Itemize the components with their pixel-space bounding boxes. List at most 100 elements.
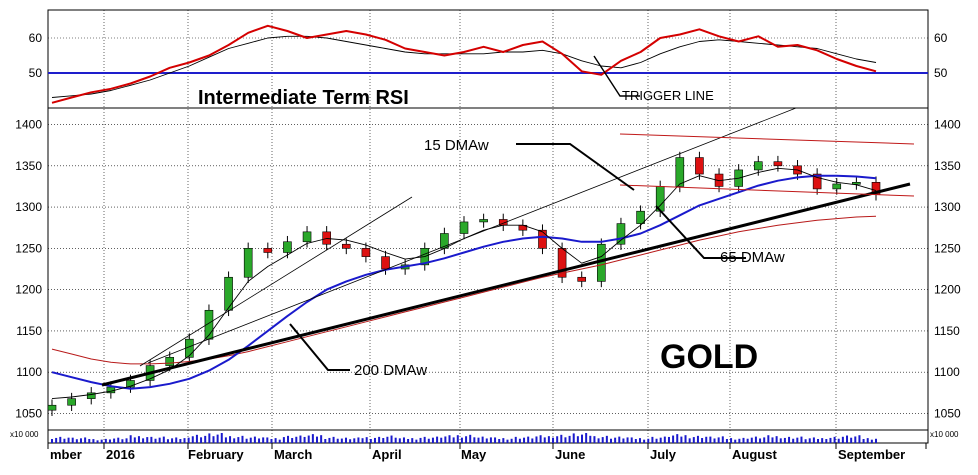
volume-bar bbox=[270, 439, 273, 443]
ma65-line bbox=[51, 174, 877, 390]
volume-bar bbox=[850, 437, 853, 443]
volume-bar bbox=[237, 437, 240, 443]
volume-bar bbox=[763, 437, 766, 443]
volume-bar bbox=[402, 437, 405, 443]
candle-body bbox=[852, 182, 861, 185]
volume-bar bbox=[452, 437, 455, 443]
volume-bar bbox=[436, 436, 439, 443]
volume-bar bbox=[187, 437, 190, 443]
volume-bar bbox=[63, 438, 66, 443]
volume-bar bbox=[489, 437, 492, 443]
volume-bar bbox=[754, 436, 757, 443]
volume-bar bbox=[394, 437, 397, 443]
candle-body bbox=[302, 231, 312, 243]
volume-bar bbox=[465, 436, 468, 443]
volume-bar bbox=[638, 438, 641, 443]
volume-bar bbox=[630, 437, 633, 443]
volume-bar bbox=[469, 434, 472, 443]
volume-bar bbox=[742, 437, 745, 443]
volume-bar bbox=[311, 434, 314, 443]
volume-bar bbox=[125, 438, 128, 443]
volume-bar bbox=[696, 435, 699, 443]
volume-bar bbox=[220, 433, 223, 443]
volume-bar bbox=[373, 437, 376, 443]
volume-bar bbox=[390, 435, 393, 443]
volume-bar bbox=[833, 436, 836, 443]
volume-bar bbox=[303, 436, 306, 443]
volume-bar bbox=[858, 435, 861, 443]
volume-bar bbox=[88, 439, 91, 443]
volume-bar bbox=[299, 435, 302, 443]
volume-bar bbox=[266, 437, 269, 443]
volume-bar bbox=[100, 439, 103, 443]
volume-bar bbox=[572, 433, 575, 443]
volume-bar bbox=[324, 439, 327, 443]
volume-bar bbox=[481, 436, 484, 443]
volume-bar bbox=[179, 439, 182, 443]
volume-bar bbox=[800, 436, 803, 443]
volume-bar bbox=[137, 436, 140, 443]
volume-bar bbox=[870, 439, 873, 443]
volume-bar bbox=[564, 437, 567, 443]
volume-bar bbox=[175, 437, 178, 443]
volume-bar bbox=[783, 437, 786, 443]
volume-bar bbox=[328, 437, 331, 443]
volume-bar bbox=[651, 436, 654, 443]
volume-bar bbox=[510, 438, 513, 443]
volume-bar bbox=[663, 436, 666, 443]
volume-bar bbox=[419, 437, 422, 443]
volume-bar bbox=[725, 439, 728, 443]
price-tick-left: 1400 bbox=[15, 118, 42, 132]
volume-bar bbox=[291, 438, 294, 443]
volume-bar bbox=[195, 434, 198, 443]
volume-bar bbox=[775, 436, 778, 443]
x-tick-label: June bbox=[555, 447, 585, 462]
volume-bar bbox=[146, 437, 149, 443]
volume-bar bbox=[684, 435, 687, 443]
rsi-panel-label: Intermediate Term RSI bbox=[198, 87, 409, 109]
chart-title: GOLD bbox=[660, 338, 758, 376]
volume-bar bbox=[253, 436, 256, 443]
volume-bar bbox=[821, 438, 824, 443]
volume-bar bbox=[705, 436, 708, 443]
volume-bar bbox=[622, 438, 625, 443]
volume-bar bbox=[518, 438, 521, 443]
candle-body bbox=[283, 241, 292, 253]
volume-bar bbox=[771, 437, 774, 443]
volume-bar bbox=[667, 436, 670, 443]
volume-bar bbox=[59, 436, 62, 443]
channel-upper-line bbox=[619, 133, 915, 145]
volume-scale-left: x10 000 bbox=[10, 430, 39, 439]
volume-bar bbox=[626, 437, 629, 443]
volume-bar bbox=[804, 439, 807, 443]
volume-bar bbox=[746, 438, 749, 443]
volume-bar bbox=[171, 438, 174, 443]
volume-bar bbox=[862, 439, 865, 443]
candle-body bbox=[341, 243, 351, 249]
volume-bar bbox=[349, 439, 352, 443]
volume-bar bbox=[353, 438, 356, 443]
volume-bar bbox=[357, 437, 360, 443]
rsi-panel-frame bbox=[47, 9, 929, 109]
volume-bar bbox=[67, 437, 70, 443]
volume-bar bbox=[431, 437, 434, 443]
price-tick-right: 1100 bbox=[934, 365, 960, 379]
candle-body bbox=[812, 173, 822, 190]
candle-body bbox=[165, 357, 175, 366]
candle-body bbox=[361, 248, 371, 257]
volume-bar bbox=[539, 435, 542, 443]
rsi-tick-left: 50 bbox=[29, 66, 43, 80]
volume-bar bbox=[456, 435, 459, 443]
candle-body bbox=[459, 221, 469, 234]
price-tick-right: 1050 bbox=[934, 406, 961, 420]
volume-bar bbox=[547, 436, 550, 443]
ma15-label: 15 DMAw bbox=[424, 137, 489, 154]
volume-bar bbox=[336, 438, 339, 443]
volume-bar bbox=[759, 438, 762, 443]
ma200-label: 200 DMAw bbox=[354, 362, 427, 379]
volume-bar bbox=[427, 438, 430, 443]
volume-bar bbox=[601, 437, 604, 443]
price-tick-right: 1250 bbox=[934, 241, 961, 255]
volume-scale-right: x10 000 bbox=[930, 430, 959, 439]
